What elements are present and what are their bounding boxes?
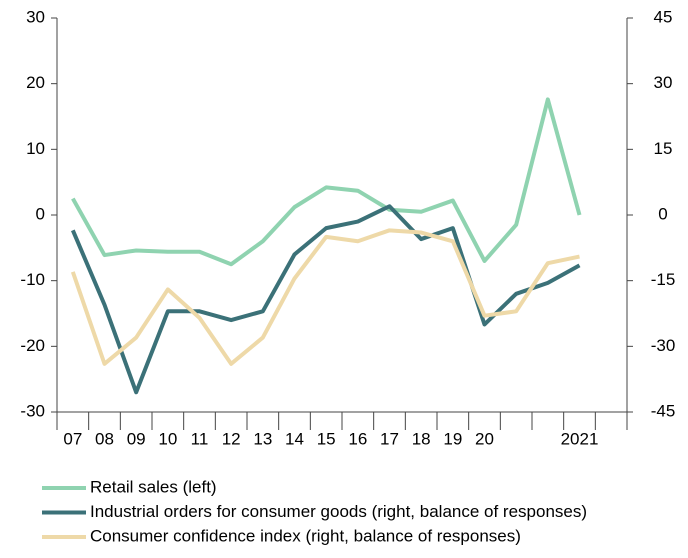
y-tick-label: 10 — [26, 139, 45, 158]
y-tick-label: -30 — [20, 401, 45, 420]
x-tick-label: 11 — [191, 429, 209, 448]
x-tick-label: 10 — [158, 429, 177, 448]
x-tick-label: 16 — [348, 429, 367, 448]
y2-tick-label: -45 — [651, 401, 676, 420]
y-tick-label: 20 — [26, 73, 45, 92]
x-tick-label: 08 — [95, 429, 114, 448]
x-tick-label: 20 — [475, 429, 494, 448]
legend-label: Consumer confidence index (right, balanc… — [90, 526, 521, 545]
y2-tick-label: 0 — [658, 204, 667, 223]
x-tick-label: 2021 — [561, 429, 599, 448]
x-tick-label: 07 — [63, 429, 82, 448]
series-line — [70, 204, 581, 395]
legend-label: Industrial orders for consumer goods (ri… — [90, 502, 587, 521]
x-tick-label: 19 — [443, 429, 462, 448]
y-tick-label: -20 — [20, 336, 45, 355]
legend-label: Retail sales (left) — [90, 477, 217, 496]
x-tick-label: 12 — [222, 429, 241, 448]
y-tick-label: 30 — [26, 7, 45, 26]
x-tick-label: 09 — [127, 429, 146, 448]
x-tick-label: 14 — [285, 429, 304, 448]
y2-tick-label: 15 — [654, 139, 673, 158]
x-tick-label: 18 — [412, 429, 431, 448]
y2-tick-label: -30 — [651, 336, 676, 355]
x-tick-label: 15 — [317, 429, 336, 448]
y2-tick-label: 30 — [654, 73, 673, 92]
y2-tick-label: 45 — [654, 7, 673, 26]
y2-tick-label: -15 — [651, 270, 676, 289]
y-tick-label: -10 — [20, 270, 45, 289]
x-tick-label: 13 — [253, 429, 272, 448]
y-tick-label: 0 — [36, 204, 45, 223]
x-tick-label: 17 — [380, 429, 399, 448]
series-line — [71, 97, 582, 267]
series-line — [70, 228, 580, 366]
